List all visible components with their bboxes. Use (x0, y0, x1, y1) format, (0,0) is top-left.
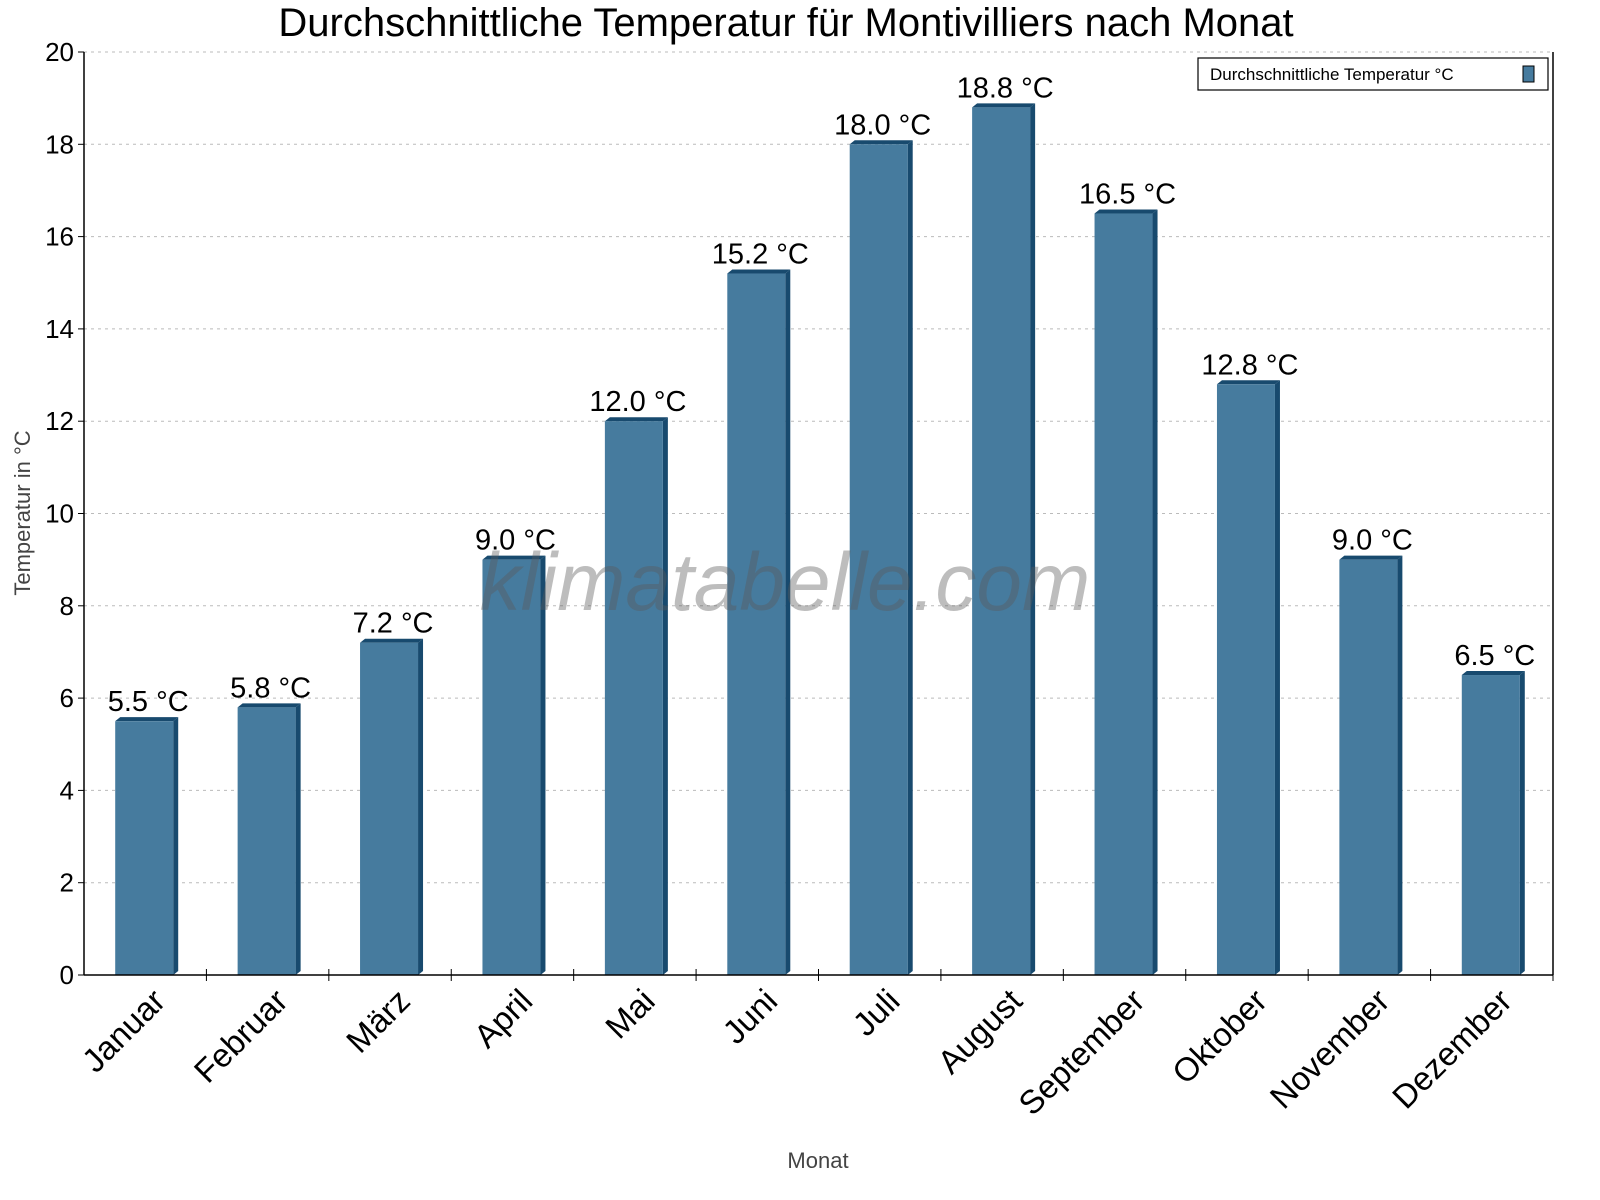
chart-title: Durchschnittliche Temperatur für Montivi… (278, 1, 1293, 45)
y-axis-ticks: 0 2 4 6 8 10 12 14 16 18 20 (45, 37, 84, 990)
y-tick-label: 20 (45, 37, 74, 67)
y-tick-label: 2 (60, 868, 74, 898)
bar-top (727, 269, 791, 274)
x-tick-label: Oktober (1165, 982, 1274, 1091)
bar (1216, 384, 1275, 975)
x-axis-label: Monat (787, 1148, 848, 1173)
x-tick-label: Mai (598, 982, 662, 1046)
x-tick-label: September (1011, 982, 1151, 1122)
bar-side (1030, 103, 1036, 975)
bar (360, 642, 419, 975)
y-tick-label: 14 (45, 314, 74, 344)
bar (1461, 675, 1520, 975)
x-tick-label: Juli (845, 982, 906, 1043)
bar (972, 107, 1031, 975)
bar-side (785, 269, 791, 975)
data-label: 5.5 °C (108, 686, 189, 718)
bar-top (1339, 555, 1403, 560)
data-label: 5.8 °C (230, 672, 311, 704)
y-tick-label: 18 (45, 129, 74, 159)
y-axis-label: Temperatur in °C (10, 430, 35, 595)
bar (482, 559, 541, 975)
y-tick-label: 12 (45, 406, 74, 436)
bar (849, 144, 908, 976)
data-label: 15.2 °C (712, 239, 809, 271)
bars (115, 103, 1525, 976)
data-label: 12.8 °C (1201, 349, 1298, 381)
x-tick-label: Juni (715, 982, 784, 1051)
y-tick-label: 6 (60, 683, 74, 713)
data-labels: 5.5 °C 5.8 °C 7.2 °C 9.0 °C 12.0 °C 15.2 °C 18… (108, 72, 1536, 718)
grid-lines (84, 51, 1553, 884)
bar-top (237, 703, 301, 708)
data-label: 18.0 °C (834, 109, 931, 141)
bar-top (1094, 209, 1158, 214)
y-tick-label: 10 (45, 499, 74, 529)
y-tick-label: 0 (60, 960, 74, 990)
bar-top (360, 638, 424, 643)
x-tick-label: Dezember (1385, 982, 1519, 1116)
x-tick-label: März (339, 982, 417, 1060)
data-label: 12.0 °C (589, 386, 686, 418)
bar-side (418, 638, 424, 975)
x-tick-label: August (930, 982, 1029, 1081)
y-tick-label: 16 (45, 222, 74, 252)
bar-top (1216, 380, 1280, 385)
x-tick-label: April (467, 982, 540, 1055)
legend: Durchschnittliche Temperatur °C (1197, 57, 1549, 91)
y-tick-label: 8 (60, 591, 74, 621)
bar-side (907, 140, 913, 976)
bar-side (295, 703, 301, 975)
bar-side (1152, 209, 1158, 975)
bar-top (604, 417, 668, 422)
bar-side (173, 717, 179, 975)
bar-top (1461, 671, 1525, 676)
bar (237, 707, 296, 975)
bar (727, 273, 786, 975)
bar-top (849, 140, 913, 145)
data-label: 7.2 °C (353, 608, 434, 640)
bar (604, 421, 663, 975)
bar-side (1397, 555, 1403, 975)
watermark: klimatabelle.com (480, 537, 1091, 628)
data-label: 6.5 °C (1454, 640, 1535, 672)
bar-side (662, 417, 668, 975)
x-tick-label: Januar (75, 982, 173, 1080)
data-label: 9.0 °C (475, 525, 556, 557)
x-tick-label: November (1263, 982, 1397, 1116)
bar-top (482, 555, 546, 560)
data-label: 18.8 °C (957, 72, 1054, 104)
x-tick-label: Februar (187, 982, 295, 1090)
bar (1094, 213, 1153, 975)
data-label: 9.0 °C (1332, 525, 1413, 557)
data-label: 16.5 °C (1079, 179, 1176, 211)
legend-box (1197, 57, 1549, 91)
y-tick-label: 4 (60, 775, 74, 805)
bar-side (540, 555, 546, 975)
legend-label: Durchschnittliche Temperatur °C (1210, 65, 1454, 84)
bar-top (972, 103, 1036, 108)
bar-side (1274, 380, 1280, 975)
bar-top (115, 717, 179, 722)
legend-swatch (1522, 65, 1535, 83)
bar-side (1519, 671, 1525, 975)
bar (1339, 559, 1398, 975)
x-axis-ticks: Januar Februar März April Mai Juni Juli AugustS… (75, 969, 1554, 1122)
bar (115, 721, 174, 975)
